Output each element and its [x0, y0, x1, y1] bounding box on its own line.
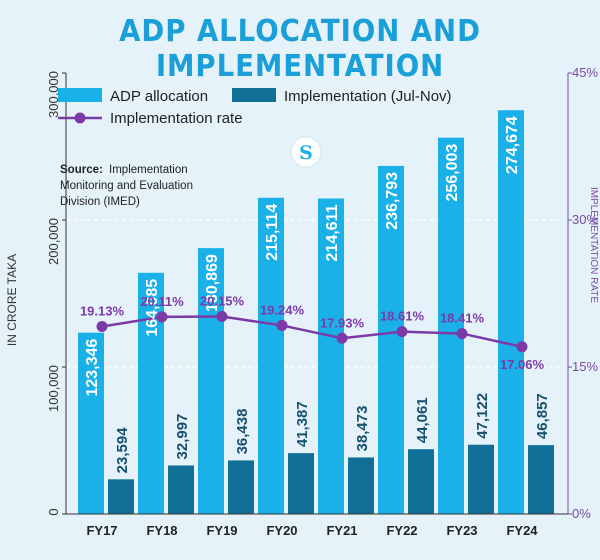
- bar-allocation-FY20: [258, 197, 284, 515]
- data-label-implementation: 32,997: [174, 414, 191, 460]
- y-tick-label: 100,000: [46, 365, 61, 412]
- rate-label: 20.15%: [200, 294, 245, 309]
- y2-axis-title: IMPLEMENTATION RATE: [588, 187, 599, 303]
- bar-implementation-FY22: [408, 449, 434, 514]
- rate-point-FY18: [156, 311, 168, 323]
- data-label-allocation: 214,611: [324, 204, 341, 261]
- data-label-implementation: 46,857: [534, 393, 551, 439]
- data-label-implementation: 41,387: [294, 401, 311, 447]
- rate-point-FY19: [216, 311, 228, 323]
- gridlines: [66, 219, 560, 368]
- rate-point-FY24: [516, 341, 528, 353]
- rate-label: 18.61%: [380, 309, 425, 324]
- bar-allocation-FY23: [438, 137, 464, 514]
- bar-implementation-FY18: [168, 465, 194, 514]
- bar-allocation-FY22: [378, 165, 404, 514]
- data-label-implementation: 23,594: [114, 427, 131, 474]
- chart-title: ADP ALLOCATION AND IMPLEMENTATION: [119, 14, 481, 84]
- data-labels: 123,346 23,594 164,085 32,997 180,869 36,438 2…: [80, 116, 551, 473]
- legend-label-implementation: Implementation (Jul-Nov): [284, 88, 452, 105]
- source-label: Source:: [60, 164, 103, 176]
- logo-letter: S: [299, 142, 313, 164]
- bar-implementation-FY17: [108, 479, 134, 514]
- rate-label: 18.41%: [440, 311, 485, 326]
- data-label-implementation: 47,122: [474, 393, 491, 439]
- data-label-allocation: 256,003: [444, 144, 461, 202]
- legend-swatch-allocation: [58, 88, 102, 102]
- bar-implementation-FY24: [528, 445, 554, 514]
- data-label-allocation: 180,869: [204, 254, 221, 312]
- rate-label: 17.93%: [320, 315, 365, 330]
- bar-implementation-FY20: [288, 453, 314, 514]
- x-tick-label: FY20: [266, 523, 297, 538]
- legend: ADP allocation Implementation (Jul-Nov) …: [58, 88, 452, 127]
- y2-tick-label: 0%: [572, 506, 591, 521]
- bar-allocation-FY24: [498, 110, 524, 514]
- bar-implementation-FY19: [228, 460, 254, 514]
- data-label-allocation: 164,085: [144, 279, 161, 337]
- legend-swatch-rate-dot: [74, 112, 86, 124]
- bars: [78, 110, 554, 515]
- rate-point-FY21: [336, 332, 348, 344]
- data-label-implementation: 36,438: [234, 409, 251, 455]
- rate-line-path: [101, 315, 523, 349]
- x-tick-label: FY17: [86, 523, 117, 538]
- bar-allocation-FY19: [198, 248, 224, 515]
- y2-tick-label: 30%: [572, 212, 598, 227]
- data-label-implementation: 44,061: [414, 397, 431, 443]
- y-tick-label: 200,000: [46, 218, 61, 265]
- rate-point-FY22: [396, 326, 408, 338]
- source-line3: Division (IMED): [60, 196, 140, 208]
- data-label-allocation: 215,114: [264, 204, 281, 261]
- y-tick-label: 300,000: [46, 71, 61, 118]
- data-label-allocation: 274,674: [504, 116, 521, 174]
- axes: 0 100,000 200,000 300,000 0% 15% 30% 45% FY17 FY1…: [46, 65, 598, 538]
- svg-text:Source: Implementation: Source: Implementation: [60, 164, 188, 176]
- data-label-allocation: 236,793: [384, 172, 401, 230]
- x-tick-label: FY19: [206, 523, 237, 538]
- bar-allocation-FY21: [318, 198, 344, 514]
- rate-label: 17.06%: [500, 357, 545, 372]
- logo-badge: [290, 136, 322, 168]
- rate-label: 19.24%: [260, 302, 305, 317]
- y-tick-label: 0: [46, 508, 61, 515]
- legend-swatch-implementation: [232, 88, 276, 102]
- rate-label: 20.11%: [140, 294, 184, 309]
- source-line2: Monitoring and Evaluation: [60, 180, 193, 192]
- x-tick-label: FY24: [506, 523, 538, 538]
- publisher-logo: S: [290, 136, 322, 168]
- rate-point-FY23: [456, 328, 468, 340]
- data-label-implementation: 38,473: [354, 406, 371, 452]
- rate-line: [96, 311, 528, 353]
- source-note: Source: Implementation Monitoring and Ev…: [60, 164, 193, 208]
- legend-label-rate: Implementation rate: [110, 110, 243, 127]
- y2-tick-label: 45%: [572, 65, 598, 80]
- source-line1: Implementation: [109, 164, 188, 176]
- x-tick-label: FY22: [386, 523, 417, 538]
- x-tick-label: FY18: [146, 523, 177, 538]
- y-axis-title: IN CRORE TAKA: [5, 254, 19, 346]
- bar-allocation-FY17: [78, 332, 104, 514]
- rate-point-FY17: [96, 321, 108, 333]
- rate-point-FY20: [276, 319, 288, 331]
- rate-label: 19.13%: [80, 304, 125, 319]
- bar-implementation-FY21: [348, 457, 374, 514]
- bar-implementation-FY23: [468, 444, 494, 514]
- legend-label-allocation: ADP allocation: [110, 88, 208, 105]
- x-tick-label: FY23: [446, 523, 477, 538]
- x-tick-label: FY21: [326, 523, 357, 538]
- y2-tick-label: 15%: [572, 359, 598, 374]
- data-label-allocation: 123,346: [84, 339, 101, 397]
